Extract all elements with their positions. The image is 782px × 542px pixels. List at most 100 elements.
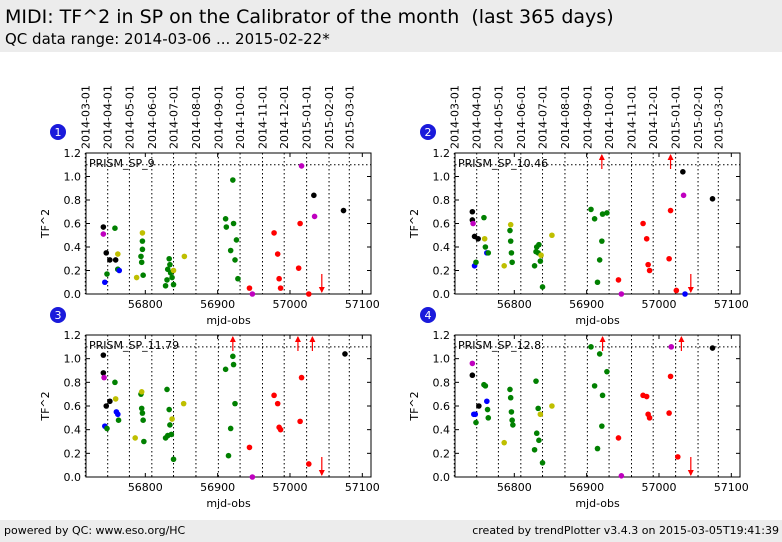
data-point bbox=[481, 214, 487, 221]
off-scale-arrow-up-head bbox=[294, 336, 301, 342]
panel-number-badge bbox=[50, 124, 66, 140]
data-point bbox=[549, 403, 555, 409]
data-point bbox=[596, 257, 603, 263]
y-tick-label: 1.0 bbox=[64, 171, 82, 184]
off-scale-arrow-up-head bbox=[309, 336, 316, 342]
data-point bbox=[104, 425, 110, 432]
data-point bbox=[139, 246, 146, 253]
x-tick-label: 57000 bbox=[272, 481, 307, 494]
data-point bbox=[475, 235, 481, 242]
data-point bbox=[604, 210, 610, 216]
data-point bbox=[227, 425, 234, 432]
data-point bbox=[508, 250, 515, 256]
data-point bbox=[295, 265, 302, 271]
footer-created: created by trendPlotter v3.4.3 on 2015-0… bbox=[472, 524, 779, 537]
data-point bbox=[116, 267, 123, 274]
data-point bbox=[249, 291, 256, 297]
off-scale-arrow-up-head bbox=[667, 154, 674, 160]
data-point bbox=[507, 227, 513, 234]
x-tick-label: 56800 bbox=[497, 298, 532, 311]
x-tick-label: 56800 bbox=[497, 481, 532, 494]
date-tick-label: 2014-06-01 bbox=[146, 85, 159, 149]
data-point bbox=[599, 238, 605, 244]
data-point bbox=[166, 255, 172, 262]
data-point bbox=[510, 422, 516, 428]
y-tick-label: 1.0 bbox=[433, 353, 451, 366]
date-tick-label: 2014-04-01 bbox=[471, 85, 484, 149]
date-tick-label: 2014-04-01 bbox=[102, 85, 115, 149]
data-point bbox=[667, 207, 674, 214]
y-tick-label: 0.0 bbox=[64, 288, 82, 301]
data-point bbox=[230, 220, 237, 227]
data-point bbox=[140, 417, 146, 424]
y-tick-label: 0.8 bbox=[64, 376, 82, 389]
y-tick-label: 0.4 bbox=[64, 424, 82, 437]
y-tick-label: 0.2 bbox=[64, 265, 82, 278]
data-point bbox=[276, 275, 282, 282]
data-point bbox=[537, 411, 544, 418]
y-tick-label: 1.0 bbox=[433, 171, 451, 184]
date-tick-label: 2015-02-01 bbox=[323, 85, 336, 149]
data-point bbox=[469, 372, 476, 379]
data-point bbox=[484, 406, 491, 413]
data-point bbox=[536, 437, 542, 444]
charts-svg: 2014-03-01 2014-04-01 2014-05-01 2014-06-01… bbox=[39, 85, 749, 510]
data-point bbox=[682, 291, 688, 297]
panel-number-badge bbox=[420, 124, 436, 140]
data-point bbox=[646, 267, 653, 274]
y-tick-label: 1.0 bbox=[64, 353, 82, 366]
footer-credit: powered by QC: www.eso.org/HC bbox=[4, 524, 186, 537]
data-point bbox=[230, 361, 237, 368]
date-tick-label: 2014-03-01 bbox=[448, 85, 461, 149]
data-point bbox=[507, 394, 514, 401]
page-title: MIDI: TF^2 in SP on the Calibrator of th… bbox=[5, 6, 614, 28]
data-point bbox=[298, 374, 305, 381]
data-point bbox=[102, 279, 108, 286]
off-scale-arrow-up-head bbox=[598, 154, 605, 160]
y-tick-label: 0.2 bbox=[433, 447, 451, 460]
x-tick-label: 56900 bbox=[569, 298, 604, 311]
y-axis-label: TF^2 bbox=[408, 391, 421, 421]
x-tick-label: 57100 bbox=[345, 298, 380, 311]
data-point bbox=[101, 374, 107, 381]
data-point bbox=[246, 285, 253, 291]
plot-frame bbox=[454, 334, 741, 478]
data-point bbox=[646, 415, 653, 421]
data-point bbox=[618, 473, 625, 479]
data-point bbox=[139, 230, 146, 236]
data-point bbox=[180, 400, 187, 407]
data-point bbox=[509, 417, 515, 424]
data-point bbox=[485, 415, 492, 421]
chart-panel-2: 2014-03-01 2014-04-01 2014-05-01 2014-06-01… bbox=[408, 85, 749, 327]
data-point bbox=[588, 344, 594, 350]
y-tick-label: 0.4 bbox=[64, 241, 82, 254]
data-point bbox=[485, 250, 492, 256]
data-point bbox=[100, 352, 107, 358]
data-point bbox=[549, 232, 555, 239]
data-point bbox=[482, 244, 489, 250]
data-point bbox=[667, 373, 674, 380]
y-tick-label: 0.6 bbox=[64, 400, 82, 413]
y-axis-label: TF^2 bbox=[408, 209, 421, 239]
data-point bbox=[103, 250, 110, 256]
data-point bbox=[643, 393, 650, 400]
data-point bbox=[596, 351, 603, 357]
data-point bbox=[311, 192, 317, 199]
data-point bbox=[507, 386, 513, 393]
data-point bbox=[643, 235, 650, 242]
chart-panel-3: 0.0 0.2 0.4 0.6 0.8 1.0 1.2 56800 56900 57000 5710… bbox=[39, 307, 380, 510]
data-point bbox=[227, 247, 234, 254]
data-point bbox=[181, 253, 188, 260]
data-point bbox=[132, 435, 138, 441]
x-tick-label: 56900 bbox=[569, 481, 604, 494]
data-point bbox=[591, 383, 598, 389]
data-point bbox=[170, 456, 177, 463]
data-point bbox=[533, 378, 539, 384]
plot-frame bbox=[454, 152, 741, 295]
data-point bbox=[507, 238, 514, 244]
date-tick-label: 2014-12-01 bbox=[647, 85, 660, 149]
date-tick-label: 2014-09-01 bbox=[212, 85, 225, 149]
data-point bbox=[298, 163, 305, 169]
date-tick-label: 2014-03-01 bbox=[79, 85, 92, 149]
x-tick-label: 57100 bbox=[345, 481, 380, 494]
